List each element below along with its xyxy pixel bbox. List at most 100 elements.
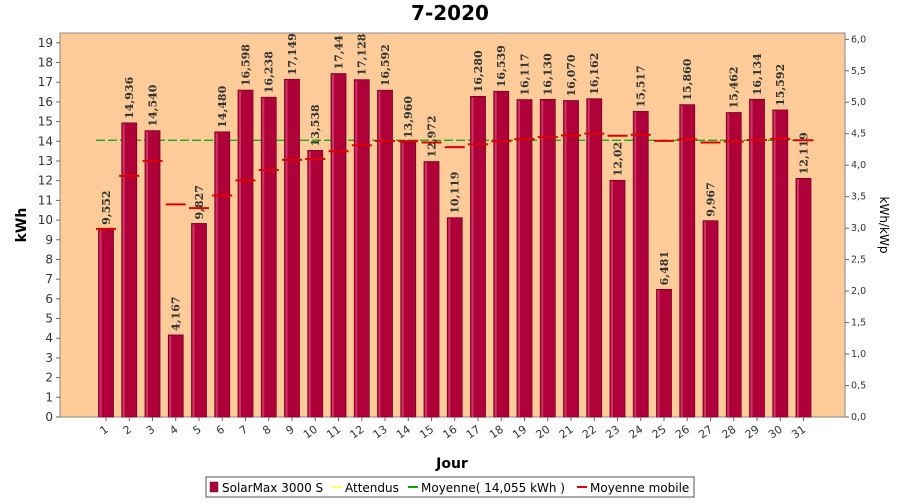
- bar-series: [98, 73, 812, 418]
- bar-highlight: [239, 91, 241, 417]
- bar-highlight: [355, 80, 358, 418]
- y-tick-label: 17: [38, 75, 53, 89]
- y-tick-label: 18: [38, 56, 53, 70]
- legend: SolarMax 3000 S Attendus Moyenne( 14,055…: [205, 476, 695, 498]
- data-label: 15,517: [635, 65, 648, 107]
- data-label: 16,070: [565, 54, 578, 96]
- data-label: 16,280: [472, 50, 485, 92]
- y-right-tick-label: 1,5: [851, 318, 866, 329]
- y-right-tick-label: 2,0: [851, 286, 866, 297]
- legend-label-moyenne: Moyenne( 14,055 kWh ): [421, 481, 565, 495]
- x-tick-label: 17: [464, 423, 483, 442]
- data-label: 16,134: [751, 53, 764, 95]
- bar-highlight: [471, 97, 474, 417]
- data-label: 12,972: [426, 115, 439, 157]
- y-tick-label: 7: [45, 272, 53, 286]
- data-label: 16,598: [240, 44, 253, 86]
- y-tick-label: 6: [45, 292, 53, 306]
- y-axis-title: kWh: [14, 208, 30, 243]
- bar-highlight: [169, 335, 172, 417]
- data-label: 13,538: [309, 104, 322, 146]
- bar-highlight: [215, 132, 218, 417]
- y-right-tick-label: 3,5: [851, 192, 866, 203]
- y-right-tick-label: 4,5: [851, 129, 866, 140]
- bar-highlight: [308, 151, 311, 418]
- data-label: 16,539: [495, 45, 508, 87]
- data-label: 14,480: [216, 85, 229, 127]
- y-tick-label: 5: [45, 312, 53, 326]
- y-tick-label: 12: [38, 174, 53, 188]
- x-tick-label: 4: [167, 423, 180, 438]
- y-right-tick-label: 3,0: [851, 223, 866, 234]
- bar-highlight: [564, 101, 567, 417]
- x-tick-label: 14: [394, 423, 413, 442]
- x-tick-label: 26: [673, 423, 692, 442]
- x-axis: 1 2 3 4 5 6 7 8 9 10 11 12 13 14 15 16 17 18 19 20 21 22 23 24 2…: [98, 417, 808, 442]
- x-tick-label: 31: [789, 423, 808, 442]
- bar-highlight: [657, 290, 660, 417]
- data-label: 16,162: [588, 53, 601, 95]
- x-tick-label: 12: [348, 423, 367, 442]
- y-axis-right: 0,0 0,5 1,0 1,5 2,0 2,5 3,0 3,5 4,0 4,5 5,0 5,5 6,0: [845, 34, 866, 423]
- legend-label-moyenne-mobile: Moyenne mobile: [590, 481, 689, 495]
- y-tick-label: 13: [38, 154, 53, 168]
- y-right-tick-label: 5,0: [851, 97, 866, 108]
- y-right-tick-label: 1,0: [851, 349, 866, 360]
- bar-highlight: [587, 99, 590, 418]
- bar-highlight: [773, 110, 776, 418]
- bar-highlight: [146, 131, 148, 418]
- y-tick-label: 16: [38, 95, 53, 109]
- x-tick-label: 27: [696, 423, 715, 442]
- data-label: 15,860: [681, 58, 694, 100]
- x-tick-label: 21: [557, 423, 576, 442]
- bar-highlight: [448, 218, 451, 417]
- bar-highlight: [192, 224, 195, 417]
- x-tick-label: 10: [301, 423, 320, 442]
- x-tick-label: 18: [487, 423, 506, 442]
- y-tick-label: 0: [45, 410, 53, 424]
- data-label: 15,462: [728, 66, 741, 108]
- x-tick-label: 8: [260, 423, 273, 438]
- bar-highlight: [425, 162, 427, 417]
- data-label: 9,967: [705, 182, 718, 216]
- bar-highlight: [285, 80, 288, 417]
- x-tick-label: 16: [441, 423, 460, 442]
- y-tick-label: 8: [45, 252, 53, 266]
- y-tick-label: 1: [45, 390, 53, 404]
- moving-average-series: [96, 132, 814, 230]
- data-label: 14,540: [147, 84, 160, 126]
- y-axis-right-title: kWh/kWp: [877, 197, 891, 254]
- bar-highlight: [634, 112, 637, 418]
- x-tick-label: 7: [237, 423, 250, 438]
- bar-highlight: [494, 92, 497, 417]
- bar-highlight: [611, 181, 613, 417]
- y-tick-label: 2: [45, 371, 53, 385]
- x-tick-label: 22: [580, 423, 599, 442]
- x-tick-label: 30: [766, 423, 785, 442]
- x-tick-label: 29: [743, 423, 762, 442]
- x-tick-label: 28: [720, 423, 739, 442]
- x-tick-label: 2: [121, 423, 134, 438]
- y-right-tick-label: 0,0: [851, 412, 866, 423]
- x-axis-title: Jour: [435, 456, 468, 472]
- x-tick-label: 9: [284, 423, 297, 438]
- legend-label-attendus: Attendus: [345, 481, 399, 495]
- bar-highlight: [378, 91, 381, 417]
- legend-swatch-solarmax: [209, 481, 219, 493]
- y-tick-label: 11: [38, 193, 53, 207]
- x-tick-label: 11: [324, 423, 343, 442]
- bar-highlight: [122, 123, 125, 417]
- x-tick-label: 25: [650, 423, 669, 442]
- data-label: 16,592: [379, 44, 392, 86]
- y-tick-label: 15: [38, 115, 53, 129]
- bar-highlight: [704, 221, 706, 417]
- y-tick-label: 14: [38, 134, 53, 148]
- data-label: 16,238: [263, 51, 276, 93]
- data-label: 14,936: [123, 76, 136, 118]
- data-label: 17,149: [286, 33, 299, 75]
- x-tick-label: 1: [98, 423, 111, 438]
- data-label: 9,827: [193, 185, 206, 219]
- y-right-tick-label: 5,5: [851, 66, 866, 77]
